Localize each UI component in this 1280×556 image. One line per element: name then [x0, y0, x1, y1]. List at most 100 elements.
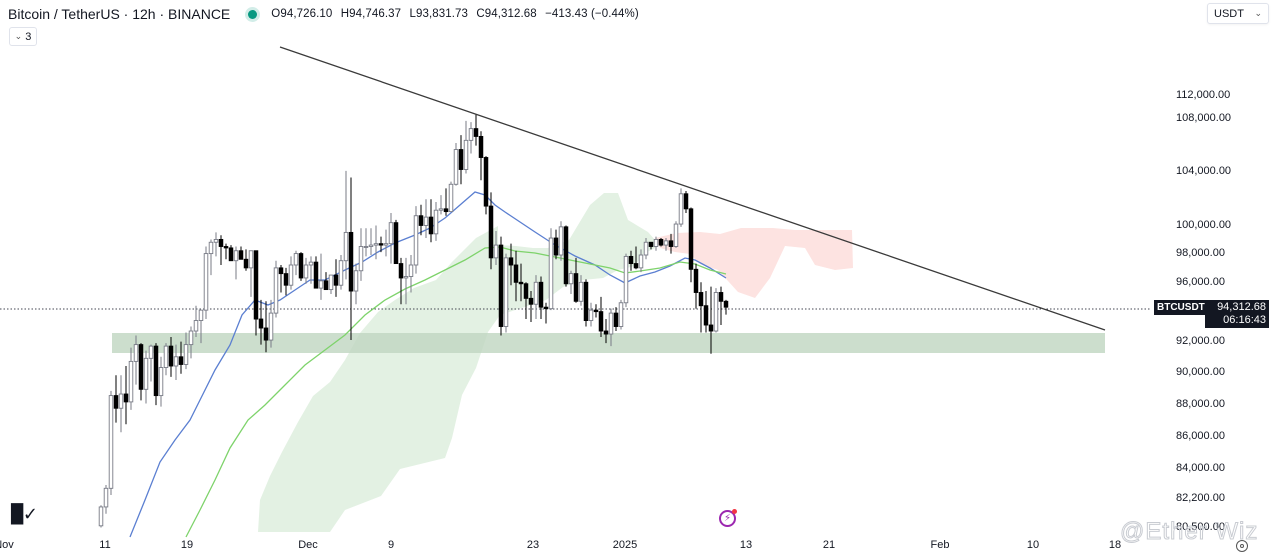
- candle: [293, 250, 299, 276]
- candle: [673, 221, 679, 248]
- candle: [718, 286, 724, 326]
- candle: [408, 255, 414, 293]
- candle: [588, 302, 594, 327]
- candle: [458, 135, 464, 185]
- candle: [373, 225, 379, 260]
- candle: [613, 307, 619, 332]
- candle: [463, 120, 469, 174]
- candle: [113, 375, 119, 423]
- candle: [263, 301, 269, 353]
- candle: [388, 212, 394, 264]
- currency-select[interactable]: USDT ⌄: [1207, 3, 1269, 24]
- candle: [208, 239, 214, 276]
- candle: [363, 228, 369, 257]
- cloud-bearish: [655, 228, 853, 298]
- candle: [313, 256, 319, 289]
- candle: [288, 256, 294, 290]
- candle: [493, 231, 499, 266]
- candle: [308, 256, 314, 284]
- chart-header: Bitcoin / TetherUS · 12h · BINANCE O94,7…: [8, 4, 644, 24]
- watermark: @Ether Wiz: [1119, 518, 1259, 546]
- candle: [583, 279, 589, 327]
- candle: [283, 267, 289, 296]
- candle: [578, 275, 584, 306]
- ohlc-values: O94,726.10 H94,746.37 L93,831.73 C94,312…: [271, 8, 643, 20]
- descending-trendline[interactable]: [279, 46, 1106, 331]
- lightning-icon[interactable]: ⚡: [719, 509, 737, 527]
- cloud-bullish: [258, 193, 655, 532]
- candle: [553, 229, 559, 260]
- gear-icon[interactable]: [1236, 540, 1248, 552]
- candle: [618, 299, 624, 330]
- candle: [383, 229, 389, 257]
- candle: [128, 347, 134, 410]
- candle: [98, 505, 104, 528]
- candle: [668, 233, 674, 254]
- candle: [418, 204, 424, 236]
- candle: [298, 252, 304, 281]
- candle: [428, 199, 434, 243]
- candle: [303, 257, 309, 284]
- candle: [148, 344, 154, 382]
- support-zone[interactable]: [112, 333, 1105, 353]
- candle: [143, 350, 149, 404]
- candle: [708, 286, 714, 354]
- time-axis-label: 18: [1108, 539, 1122, 551]
- ohlc-change: −413.43 (−0.44%): [545, 8, 639, 20]
- candle: [223, 243, 229, 260]
- candle: [453, 142, 459, 186]
- time-axis-label: 23: [526, 539, 540, 551]
- symbol-title[interactable]: Bitcoin / TetherUS · 12h · BINANCE: [8, 6, 231, 22]
- candle: [158, 356, 164, 407]
- candle: [188, 326, 194, 359]
- time-axis-label: 11: [99, 539, 111, 551]
- candle: [538, 276, 544, 320]
- candle: [358, 228, 364, 281]
- ichimoku-cloud: [258, 193, 853, 532]
- candle: [228, 245, 234, 262]
- price-axis-label: 92,000.00: [1176, 335, 1225, 347]
- candle: [193, 305, 199, 338]
- market-status-icon: [248, 9, 258, 19]
- candle: [118, 375, 124, 433]
- candle: [643, 238, 649, 260]
- chevron-down-icon: ⌄: [1254, 8, 1262, 18]
- candle: [348, 177, 354, 341]
- ema-slow-line: [185, 246, 727, 538]
- candle: [403, 257, 409, 305]
- candle: [213, 232, 219, 257]
- price-axis-label: 104,000.00: [1176, 165, 1232, 177]
- ohlc-close: C94,312.68: [476, 8, 537, 20]
- candle: [173, 344, 179, 380]
- candle: [713, 288, 719, 333]
- candle: [603, 319, 609, 344]
- candle: [153, 343, 159, 406]
- candle: [523, 282, 529, 320]
- candle: [488, 192, 494, 270]
- price-axis-label: 86,000.00: [1176, 430, 1225, 442]
- tradingview-logo-icon[interactable]: ▉✓: [11, 504, 38, 524]
- candle: [558, 221, 564, 261]
- price-axis-label: 88,000.00: [1176, 398, 1225, 410]
- candle: [138, 343, 144, 401]
- candle: [573, 257, 579, 303]
- time-axis-label: Dec: [298, 539, 318, 551]
- candle: [273, 260, 279, 318]
- candle: [478, 131, 484, 181]
- indicators-collapse-button[interactable]: ⌄ 3: [9, 27, 37, 46]
- currency-value: USDT: [1214, 7, 1244, 20]
- candle: [278, 265, 284, 293]
- candle: [268, 299, 274, 348]
- candle: [423, 199, 429, 239]
- candle: [648, 241, 654, 250]
- candle: [563, 225, 569, 287]
- symbol-price-label: BTCUSDT: [1154, 300, 1208, 315]
- candle: [633, 246, 639, 270]
- candle: [663, 238, 669, 251]
- indicator-count: 3: [25, 30, 32, 43]
- candlesticks: [98, 114, 729, 528]
- candle: [528, 291, 534, 323]
- candle: [443, 188, 449, 216]
- candle: [198, 309, 204, 344]
